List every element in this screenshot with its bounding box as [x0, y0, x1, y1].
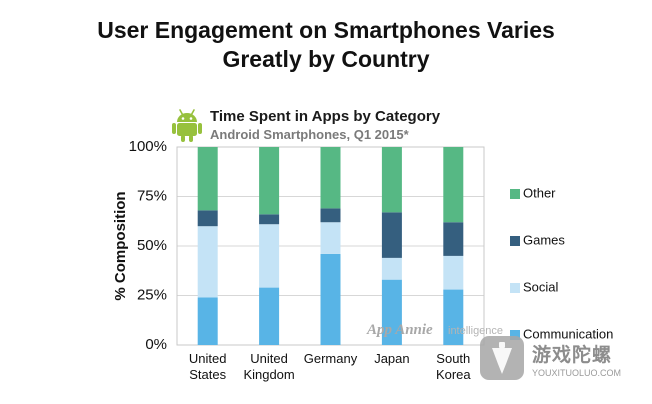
- site-name: 游戏陀螺: [532, 345, 613, 366]
- bar-segment-games: [197, 210, 218, 227]
- bar-segment-communication: [320, 253, 341, 345]
- bar-segment-other: [259, 147, 280, 215]
- x-category-label: Korea: [436, 367, 471, 382]
- y-tick-label: 0%: [145, 336, 167, 353]
- chart-bars: [197, 147, 464, 345]
- x-category-label: Kingdom: [243, 367, 294, 382]
- x-category-label: South: [436, 351, 470, 366]
- bar-segment-communication: [443, 289, 464, 345]
- site-domain: YOUXITUOLUO.COM: [532, 368, 622, 378]
- app-annie-watermark: App Annie: [367, 322, 433, 338]
- legend-label: Games: [523, 232, 565, 247]
- chart-subtitle: Android Smartphones, Q1 2015*: [210, 127, 409, 142]
- y-axis-label: % Composition: [112, 191, 129, 300]
- main-title-line-2: Greatly by Country: [222, 46, 430, 72]
- x-category-label: States: [189, 367, 226, 382]
- x-category-label: United: [189, 351, 227, 366]
- main-title-line-1: User Engagement on Smartphones Varies: [97, 17, 555, 43]
- bar-segment-communication: [197, 297, 218, 345]
- site-watermark: 游戏陀螺 YOUXITUOLUO.COM: [478, 334, 640, 392]
- bar-segment-social: [381, 257, 402, 280]
- x-category-label: United: [250, 351, 288, 366]
- y-tick-label: 25%: [137, 286, 167, 303]
- bar-segment-social: [259, 224, 280, 288]
- chart-legend: Other Games Social Communication: [510, 185, 613, 341]
- bar-segment-other: [443, 147, 464, 223]
- y-axis-ticks: 0% 25% 50% 75% 100%: [129, 138, 167, 353]
- bar-segment-communication: [259, 287, 280, 345]
- bar-segment-other: [197, 147, 218, 211]
- bar-segment-communication: [381, 279, 402, 345]
- bar-segment-games: [259, 214, 280, 225]
- legend-label: Communication: [523, 326, 613, 341]
- bar-segment-games: [320, 208, 341, 223]
- bar-segment-social: [320, 222, 341, 254]
- legend-swatch: [510, 330, 520, 340]
- bar-segment-social: [443, 255, 464, 290]
- y-tick-label: 50%: [137, 237, 167, 254]
- bar-segment-other: [320, 147, 341, 209]
- spinning-top-icon: [480, 336, 524, 380]
- bar-segment-games: [443, 222, 464, 256]
- legend-label: Other: [523, 185, 556, 200]
- bar-segment-other: [381, 147, 402, 213]
- x-category-label: Japan: [374, 351, 409, 366]
- bar-segment-games: [381, 212, 402, 258]
- legend-swatch: [510, 189, 520, 199]
- legend-swatch: [510, 236, 520, 246]
- legend-swatch: [510, 283, 520, 293]
- android-robot-icon: [172, 109, 202, 142]
- x-category-label: Germany: [304, 351, 358, 366]
- legend-label: Social: [523, 279, 559, 294]
- bar-segment-social: [197, 226, 218, 298]
- intelligence-watermark: intelligence: [448, 325, 504, 337]
- y-tick-label: 75%: [137, 187, 167, 204]
- chart-title: Time Spent in Apps by Category: [210, 108, 441, 125]
- y-tick-label: 100%: [129, 138, 167, 155]
